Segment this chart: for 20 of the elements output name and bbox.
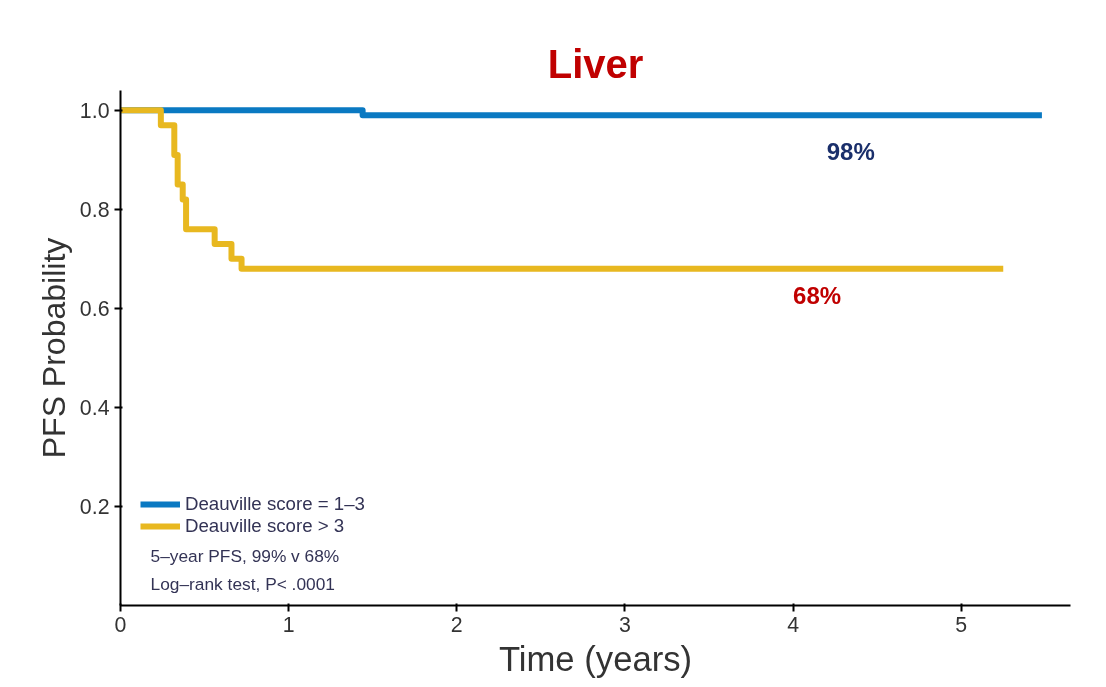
x-tick-label: 2 <box>450 612 463 637</box>
x-axis-title: Time (years) <box>498 639 693 678</box>
chart-title: Liver <box>547 41 644 86</box>
legend-label: Deauville score = 1–3 <box>185 493 365 515</box>
y-tick-label: 0.8 <box>79 197 110 222</box>
annotation: 68% <box>793 281 842 309</box>
y-tick-label: 0.2 <box>79 494 110 519</box>
x-tick-label: 4 <box>787 612 800 637</box>
x-tick-label: 1 <box>282 612 295 637</box>
y-axis-title: PFS Probability <box>35 237 72 459</box>
x-tick-label: 5 <box>955 612 968 637</box>
y-tick-label: 1.0 <box>79 98 110 123</box>
y-tick-label: 0.4 <box>79 395 110 420</box>
x-tick-label: 3 <box>618 612 631 637</box>
annotation: Log–rank test, P< .0001 <box>150 573 335 594</box>
legend-label: Deauville score > 3 <box>185 515 345 537</box>
annotation: 5–year PFS, 99% v 68% <box>150 545 340 566</box>
y-tick-label: 0.6 <box>79 296 110 321</box>
annotation: 98% <box>826 138 875 166</box>
x-tick-label: 0 <box>114 612 127 637</box>
